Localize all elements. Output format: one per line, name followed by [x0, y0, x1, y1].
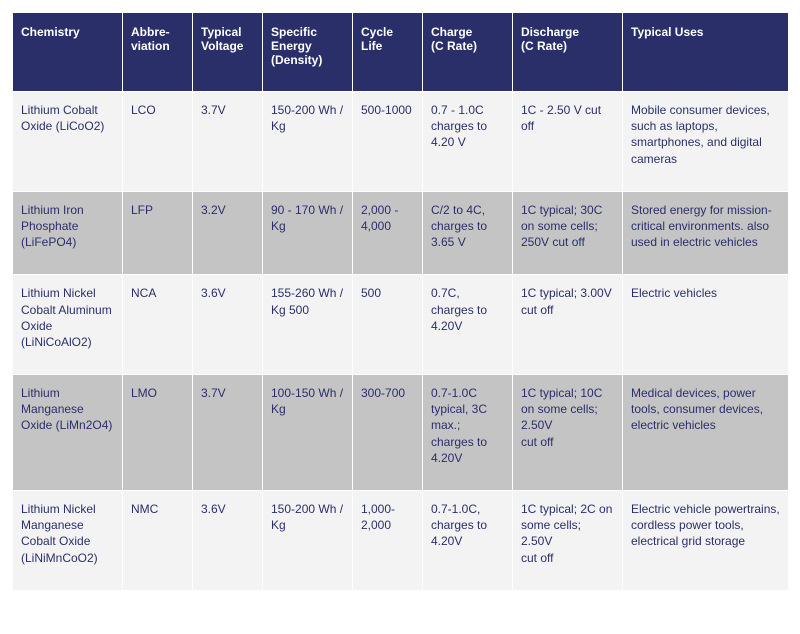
col-header-2: Typical Voltage [193, 13, 263, 92]
cell-r4-c5: 0.7-1.0C, charges to 4.20V [423, 491, 513, 591]
cell-r0-c3: 150-200 Wh / Kg [263, 92, 353, 192]
cell-r4-c6: 1C typical; 2C on some cells; 2.50V cut … [513, 491, 623, 591]
cell-r4-c1: NMC [123, 491, 193, 591]
table-row: Lithium Nickel Manganese Cobalt Oxide (L… [13, 491, 789, 591]
col-header-4: Cycle Life [353, 13, 423, 92]
cell-r2-c4: 500 [353, 275, 423, 375]
table-body: Lithium Cobalt Oxide (LiCoO2)LCO3.7V150-… [13, 92, 789, 591]
table-row: Lithium Nickel Cobalt Aluminum Oxide (Li… [13, 275, 789, 375]
cell-r3-c6: 1C typical; 10C on some cells; 2.50V cut… [513, 375, 623, 491]
col-header-6: Discharge (C Rate) [513, 13, 623, 92]
cell-r3-c4: 300-700 [353, 375, 423, 491]
cell-r4-c3: 150-200 Wh / Kg [263, 491, 353, 591]
cell-r2-c1: NCA [123, 275, 193, 375]
table-row: Lithium Manganese Oxide (LiMn2O4)LMO3.7V… [13, 375, 789, 491]
cell-r2-c3: 155-260 Wh / Kg 500 [263, 275, 353, 375]
cell-r4-c0: Lithium Nickel Manganese Cobalt Oxide (L… [13, 491, 123, 591]
cell-r0-c0: Lithium Cobalt Oxide (LiCoO2) [13, 92, 123, 192]
cell-r0-c4: 500-1000 [353, 92, 423, 192]
cell-r3-c3: 100-150 Wh / Kg [263, 375, 353, 491]
cell-r3-c2: 3.7V [193, 375, 263, 491]
cell-r1-c6: 1C typical; 30C on some cells; 250V cut … [513, 191, 623, 275]
col-header-3: Specific Energy (Density) [263, 13, 353, 92]
cell-r1-c5: C/2 to 4C, charges to 3.65 V [423, 191, 513, 275]
cell-r0-c6: 1C - 2.50 V cut off [513, 92, 623, 192]
table-row: Lithium Iron Phosphate (LiFePO4)LFP3.2V9… [13, 191, 789, 275]
cell-r1-c3: 90 - 170 Wh / Kg [263, 191, 353, 275]
cell-r1-c4: 2,000 - 4,000 [353, 191, 423, 275]
cell-r1-c1: LFP [123, 191, 193, 275]
table-header-row: ChemistryAbbre- viationTypical VoltageSp… [13, 13, 789, 92]
cell-r0-c1: LCO [123, 92, 193, 192]
cell-r2-c5: 0.7C, charges to 4.20V [423, 275, 513, 375]
cell-r3-c5: 0.7-1.0C typical, 3C max.; charges to 4.… [423, 375, 513, 491]
cell-r1-c7: Stored energy for mission-critical envir… [623, 191, 789, 275]
cell-r0-c2: 3.7V [193, 92, 263, 192]
col-header-7: Typical Uses [623, 13, 789, 92]
cell-r3-c1: LMO [123, 375, 193, 491]
cell-r1-c0: Lithium Iron Phosphate (LiFePO4) [13, 191, 123, 275]
cell-r4-c7: Electric vehicle powertrains, cordless p… [623, 491, 789, 591]
cell-r4-c4: 1,000- 2,000 [353, 491, 423, 591]
cell-r2-c6: 1C typical; 3.00V cut off [513, 275, 623, 375]
table-row: Lithium Cobalt Oxide (LiCoO2)LCO3.7V150-… [13, 92, 789, 192]
cell-r1-c2: 3.2V [193, 191, 263, 275]
col-header-5: Charge (C Rate) [423, 13, 513, 92]
cell-r2-c0: Lithium Nickel Cobalt Aluminum Oxide (Li… [13, 275, 123, 375]
cell-r2-c7: Electric vehicles [623, 275, 789, 375]
cell-r3-c0: Lithium Manganese Oxide (LiMn2O4) [13, 375, 123, 491]
col-header-0: Chemistry [13, 13, 123, 92]
cell-r4-c2: 3.6V [193, 491, 263, 591]
battery-chemistry-table: ChemistryAbbre- viationTypical VoltageSp… [12, 12, 789, 591]
cell-r0-c7: Mobile consumer devices, such as laptops… [623, 92, 789, 192]
cell-r2-c2: 3.6V [193, 275, 263, 375]
col-header-1: Abbre- viation [123, 13, 193, 92]
cell-r0-c5: 0.7 - 1.0C charges to 4.20 V [423, 92, 513, 192]
cell-r3-c7: Medical devices, power tools, consumer d… [623, 375, 789, 491]
